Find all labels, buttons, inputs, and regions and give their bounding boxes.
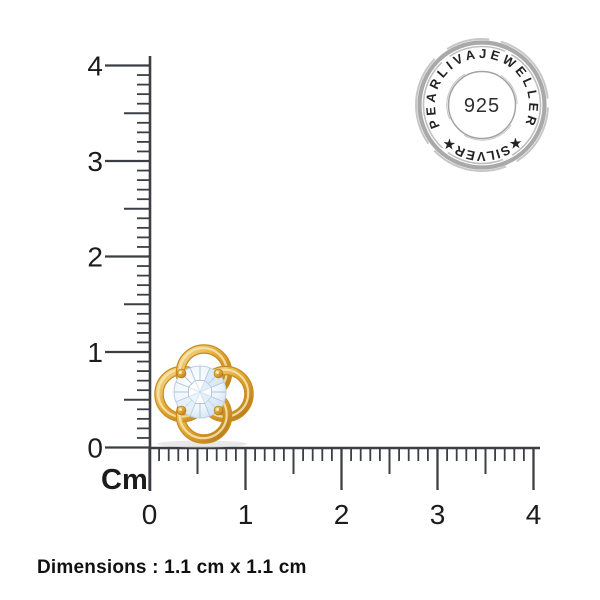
diamond xyxy=(173,365,227,419)
prongs xyxy=(176,368,224,416)
earring-image xyxy=(154,344,254,448)
ruler-number: 3 xyxy=(87,146,103,177)
stamp-outer-ring xyxy=(417,40,547,170)
ruler: 0 1 2 3 4 0 1 2 3 4 Cm xyxy=(87,51,541,531)
stamp-inner-sketch-ring xyxy=(446,69,518,141)
ruler-number: 1 xyxy=(238,499,254,530)
ruler-horizontal-ticks xyxy=(148,448,535,490)
ruler-number: 3 xyxy=(430,499,446,530)
ruler-vertical-ticks xyxy=(105,64,150,449)
ruler-number: 0 xyxy=(142,499,158,530)
ruler-number: 2 xyxy=(334,499,350,530)
ruler-number: 1 xyxy=(87,337,103,368)
stamp-inner-ring xyxy=(447,70,517,140)
jeweller-stamp: PEARLIVAJEWELLER ★SILVER★ 925 xyxy=(415,38,549,172)
stamp-purity-text: 925 xyxy=(464,95,500,117)
earring-shadow xyxy=(157,440,247,448)
ruler-number: 0 xyxy=(87,433,103,464)
stamp-outer-sketch-ring xyxy=(415,38,549,172)
dimensions-caption: Dimensions : 1.1 cm x 1.1 cm xyxy=(37,557,307,578)
ruler-unit-label: Cm xyxy=(101,464,148,496)
ruler-number: 4 xyxy=(526,499,542,530)
stamp-outer-inner-sketch xyxy=(422,45,542,165)
ruler-number: 2 xyxy=(87,242,103,273)
ruler-number: 4 xyxy=(87,51,103,82)
ruler-numbers: 0 1 2 3 4 0 1 2 3 4 xyxy=(87,51,541,531)
